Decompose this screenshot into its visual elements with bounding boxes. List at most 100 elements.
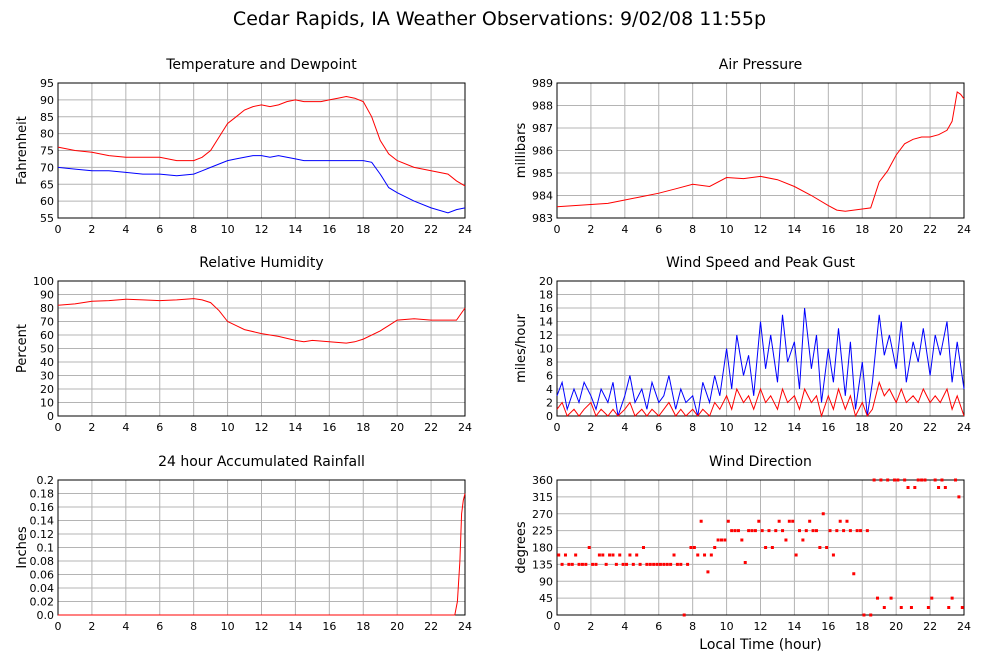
humidity-ytick-label: 100 [33,275,54,288]
humidity-xtick-label: 12 [255,421,269,434]
direction-point [899,606,903,609]
pressure-frame [556,82,965,219]
temp-xtick-label: 6 [156,223,163,236]
pressure-series-line-0 [556,91,965,212]
direction-point [821,512,825,516]
direction-point [787,519,791,523]
pressure-ytick-label: 984 [532,190,553,203]
direction-point [604,562,608,566]
direction-point [709,553,713,557]
pressure-xtick-label: 14 [787,223,801,236]
temp-frame [57,82,466,219]
direction-point [869,613,873,617]
direction-point [842,529,846,533]
direction-point [774,529,778,533]
temp-ylabel: Fahrenheit [15,116,30,185]
direction-point [719,538,723,542]
wind-xtick-label: 4 [621,421,628,434]
temp-xtick-label: 24 [458,223,472,236]
humidity-series-line-0 [57,298,466,344]
direction-ytick-label: 315 [532,491,553,504]
humidity-xtick-label: 0 [55,421,62,434]
direction-point [645,562,649,566]
wind-ylabel: miles/hour [514,313,529,382]
temp-xtick-label: 16 [322,223,336,236]
direction-point [679,562,683,566]
direction-point [577,562,581,566]
direction-point [567,562,571,566]
wind-xtick-label: 2 [587,421,594,434]
wind-ytick-label: 16 [539,302,553,315]
rain-xtick-label: 24 [458,620,472,633]
direction-point [808,519,812,523]
pressure-xtick-label: 12 [754,223,768,236]
direction-ytick-label: 360 [532,474,553,487]
direction-xtick-label: 12 [754,620,768,633]
direction-point [767,529,771,533]
temp-ytick-label: 90 [40,94,54,107]
direction-point [740,538,744,542]
rain-ytick-label: 0.06 [30,569,55,582]
temp-xtick-label: 20 [390,223,404,236]
direction-point [611,553,615,557]
direction-xtick-label: 0 [554,620,561,633]
humidity-xtick-label: 18 [356,421,370,434]
direction-point [682,613,686,617]
direction-point [835,529,839,533]
direction-point [920,478,924,482]
direction-point [621,562,625,566]
direction-xtick-label: 20 [889,620,903,633]
wind-xtick-label: 22 [923,421,937,434]
rain-xtick-label: 10 [221,620,235,633]
direction-point [686,562,690,566]
pressure-xtick-label: 8 [689,223,696,236]
direction-xtick-label: 10 [720,620,734,633]
direction-ytick-label: 225 [532,525,553,538]
temp-ytick-label: 60 [40,195,54,208]
humidity-xtick-label: 10 [221,421,235,434]
direction-point [916,478,920,482]
direction-xlabel: Local Time (hour) [699,637,821,653]
direction-point [784,538,788,542]
temp-title: Temperature and Dewpoint [165,57,357,73]
direction-xtick-label: 14 [787,620,801,633]
humidity-ytick-label: 40 [40,356,54,369]
direction-point [713,546,717,549]
humidity-ytick-label: 30 [40,370,54,383]
direction-point [723,538,727,542]
direction-point [631,562,635,566]
pressure-xtick-label: 24 [957,223,971,236]
rain-title: 24 hour Accumulated Rainfall [158,454,365,470]
direction-point [699,519,703,523]
direction-point [770,546,774,549]
rain-xtick-label: 12 [255,620,269,633]
humidity-xtick-label: 6 [156,421,163,434]
rain-ytick-label: 0.2 [37,474,55,487]
direction-point [937,486,941,489]
humidity-ytick-label: 20 [40,383,54,396]
temp-xtick-label: 22 [424,223,438,236]
wind-ytick-label: 18 [539,289,553,302]
pressure-title: Air Pressure [719,57,802,73]
direction-point [570,562,574,566]
pressure-xtick-label: 4 [621,223,628,236]
direction-frame [556,479,965,616]
temp-ytick-label: 95 [40,77,54,90]
direction-point [814,529,818,533]
direction-xtick-label: 8 [689,620,696,633]
wind-series-line-1 [556,380,965,418]
temp-ytick-label: 75 [40,145,54,158]
direction-ytick-label: 90 [539,575,553,588]
wind-chart: 0 2 4 6 8 10 12 14 16 18 20 22 2402468101214161820Wi… [514,255,971,434]
pressure-xtick-label: 22 [923,223,937,236]
wind-xtick-label: 18 [855,421,869,434]
direction-point [672,553,676,557]
pressure-ytick-label: 986 [532,145,553,158]
temp-ytick-label: 85 [40,111,54,124]
direction-point [794,553,798,557]
direction-point [811,529,815,533]
rain-ytick-label: 0.04 [30,582,55,595]
direction-point [638,562,642,566]
temp-xtick-label: 10 [221,223,235,236]
